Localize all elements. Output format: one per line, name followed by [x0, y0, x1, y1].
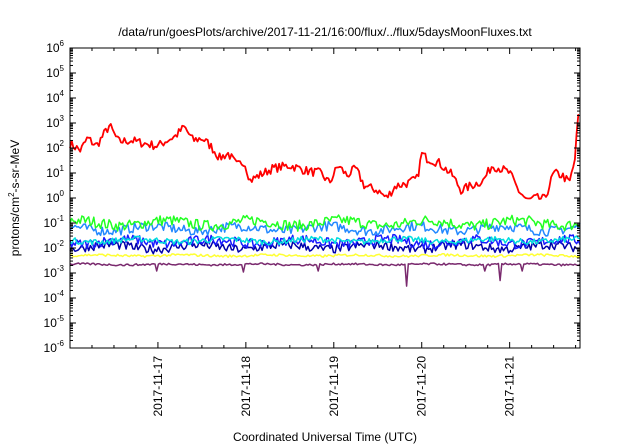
series-line-4: [70, 235, 581, 246]
y-tick-label: 104: [46, 89, 64, 105]
y-tick-label: 101: [46, 164, 64, 180]
y-tick-label: 10-3: [44, 264, 65, 280]
y-axis-label: protons/cm2-s-sr-MeV: [7, 140, 22, 256]
y-tick-label: 10-5: [44, 314, 65, 330]
y-axis-label-rest: -s-sr-MeV: [8, 140, 22, 193]
x-tick-label: 2017-11-19: [327, 356, 341, 417]
x-tick-label: 2017-11-20: [415, 356, 429, 417]
plot-area: [69, 114, 581, 287]
y-tick-label: 10-4: [44, 289, 65, 305]
x-tick-label: 2017-11-17: [151, 356, 165, 417]
series-line-6: [69, 239, 581, 255]
y-tick-label: 103: [46, 114, 64, 130]
series-line-7: [69, 252, 581, 259]
x-tick-label: 2017-11-21: [503, 356, 517, 417]
y-axis-label-sup: 2: [7, 192, 16, 197]
y-tick-label: 100: [46, 189, 64, 205]
series-line-3: [69, 220, 581, 237]
y-axis-label-base: protons/cm: [8, 197, 22, 256]
x-tick-label: 2017-11-18: [239, 356, 253, 417]
y-tick-label: 10-1: [44, 214, 65, 230]
y-tick-label: 102: [46, 139, 64, 155]
y-tick-label: 105: [46, 64, 64, 80]
plot-frame: [69, 47, 581, 349]
series-line-2: [69, 214, 581, 232]
x-axis-label: Coordinated Universal Time (UTC): [233, 430, 417, 444]
chart-title: /data/run/goesPlots/archive/2017-11-21/1…: [118, 25, 532, 39]
y-tick-label: 106: [46, 39, 64, 55]
series-line-8: [69, 262, 581, 287]
series-line-1: [69, 114, 580, 200]
y-tick-label: 10-2: [44, 239, 65, 255]
axis-ticks: 10-6 10-5 10-4 10-3 10-2 10-1 100 101 102 103 104 1…: [44, 39, 580, 417]
y-tick-label: 10-6: [44, 339, 65, 355]
